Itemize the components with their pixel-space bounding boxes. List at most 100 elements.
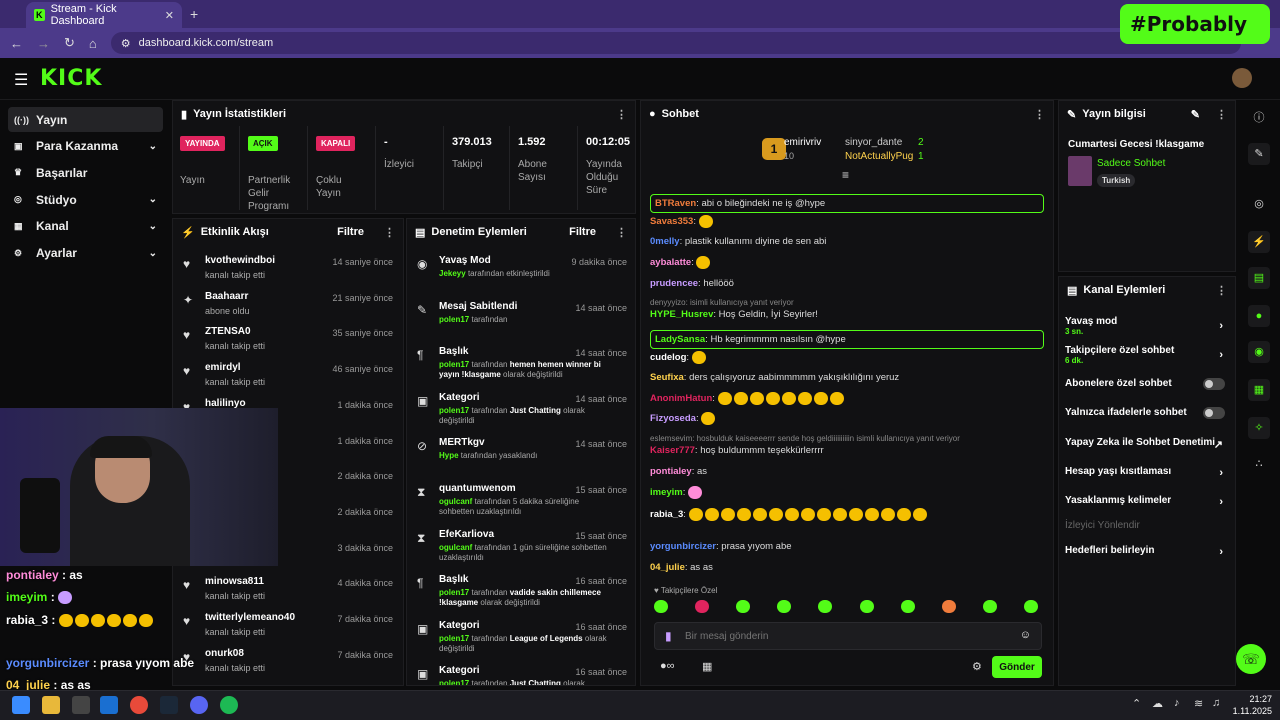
external-link-icon[interactable]: ↗ — [1213, 439, 1223, 451]
menu-icon[interactable]: ☰ — [14, 72, 29, 89]
chat-icon[interactable]: ● — [1248, 305, 1270, 327]
chat-username[interactable]: Fizyoseda — [650, 413, 696, 425]
toggle-switch[interactable] — [1203, 378, 1225, 390]
chat-username[interactable]: Savas353 — [650, 216, 694, 228]
support-icon[interactable]: ☏ — [1236, 644, 1266, 674]
browser-tab[interactable]: K Stream - Kick Dashboard ✕ — [26, 2, 182, 28]
actions-menu-icon[interactable]: ⋮ — [1216, 284, 1227, 297]
activity-menu-icon[interactable]: ⋮ — [384, 226, 395, 239]
emote-icon[interactable] — [777, 600, 792, 613]
discord-icon[interactable] — [190, 696, 208, 714]
layout-icon[interactable]: ▦ — [1248, 379, 1270, 401]
mic-tray-icon[interactable]: ♪ — [1174, 697, 1180, 709]
reload-icon[interactable]: ↻ — [64, 35, 75, 50]
more-apps-icon[interactable]: ∴ — [1255, 458, 1263, 470]
windows-start-icon[interactable] — [12, 696, 30, 714]
emote-icon[interactable] — [695, 600, 710, 613]
chat-username[interactable]: 0melly — [650, 236, 680, 247]
emote-icon[interactable] — [1023, 600, 1038, 613]
channel-action-item[interactable]: Yalnızca ifadelerle sohbet — [1065, 407, 1225, 419]
moderator-name[interactable]: polen17 — [439, 633, 470, 643]
chat-username[interactable]: 04_julie — [650, 562, 685, 573]
chevron-down-icon[interactable]: ⌄ — [148, 194, 157, 206]
tray-chevron-icon[interactable]: ⌃ — [1132, 698, 1142, 710]
home-icon[interactable]: ⌂ — [88, 35, 97, 51]
edit-icon[interactable]: ✎ — [1190, 108, 1200, 121]
activity-user[interactable]: emirdyl — [205, 362, 241, 374]
emote-icon[interactable] — [941, 600, 956, 613]
activity-filter-button[interactable]: Filtre — [337, 226, 364, 238]
category-name[interactable]: Sadece Sohbet — [1097, 158, 1166, 169]
channel-action-item[interactable]: Yapay Zeka ile Sohbet Denetimi ↗ — [1065, 437, 1225, 451]
nav-item-4[interactable]: ▦ Kanal ⌄ — [8, 214, 163, 239]
forward-icon[interactable]: → — [37, 35, 50, 51]
moderator-name[interactable]: polen17 — [439, 405, 470, 415]
leader-3-name[interactable]: NotActuallyPug — [845, 151, 914, 162]
broadcast-signal-icon[interactable]: ◉ — [1248, 341, 1270, 363]
pen-icon[interactable]: ✎ — [1248, 143, 1270, 165]
notes-icon[interactable]: ▤ — [1248, 267, 1270, 289]
chevron-right-icon[interactable]: › — [1219, 349, 1223, 361]
chevron-down-icon[interactable]: ⌄ — [148, 140, 157, 152]
back-icon[interactable]: ← — [10, 35, 23, 51]
chat-input[interactable] — [685, 627, 1005, 645]
moderator-name[interactable]: ogulcanf — [439, 497, 473, 506]
toggle-switch[interactable] — [1203, 407, 1225, 419]
target-icon[interactable]: ◎ — [1254, 198, 1264, 210]
channel-action-item[interactable]: Yasaklanmış kelimeler › — [1065, 495, 1225, 508]
category-thumbnail[interactable] — [1068, 156, 1092, 186]
chevron-down-icon[interactable]: ⌄ — [148, 247, 157, 259]
channel-points-icon[interactable]: ●∞ — [660, 660, 675, 672]
spotify-icon[interactable] — [220, 696, 238, 714]
stats-menu-icon[interactable]: ⋮ — [616, 108, 627, 121]
activity-user[interactable]: minowsa811 — [205, 576, 264, 588]
site-info-icon[interactable]: ⚙ — [120, 37, 131, 50]
moderation-menu-icon[interactable]: ⋮ — [616, 226, 627, 239]
chevron-right-icon[interactable]: › — [1219, 467, 1223, 479]
moderator-name[interactable]: polen17 — [439, 679, 470, 686]
chevron-right-icon[interactable]: › — [1219, 496, 1223, 508]
channel-action-item[interactable]: Takipçilere özel sohbet 6 dk. › — [1065, 345, 1225, 365]
chat-username[interactable]: aybalatte — [650, 257, 692, 269]
leader-1-name[interactable]: emirivriv — [784, 137, 822, 148]
outlook-icon[interactable] — [100, 696, 118, 714]
kick-logo[interactable]: KICK — [40, 66, 103, 91]
url-field[interactable]: ⚙ dashboard.kick.com/stream — [110, 32, 1241, 54]
new-tab-icon[interactable]: + — [190, 6, 199, 22]
chat-username[interactable]: pontialey — [650, 466, 692, 477]
volume-icon[interactable]: ♫ — [1212, 697, 1221, 709]
chat-username[interactable]: imeyim — [650, 487, 683, 499]
info-icon[interactable]: ⓘ — [1253, 112, 1265, 124]
mic-icon[interactable]: ▮ — [665, 629, 672, 643]
activity-user[interactable]: halilinyo — [205, 397, 246, 409]
moderator-name[interactable]: polen17 — [439, 588, 470, 598]
chevron-right-icon[interactable]: › — [1219, 320, 1223, 332]
chat-username[interactable]: LadySansa — [655, 334, 706, 345]
moderator-name[interactable]: polen17 — [439, 314, 470, 324]
nav-item-1[interactable]: ▣ Para Kazanma ⌄ — [8, 134, 163, 159]
nav-item-2[interactable]: ♛ Başarılar — [8, 160, 163, 185]
network-icon[interactable]: ☁ — [1152, 698, 1163, 710]
channel-action-item[interactable]: Abonelere özel sohbet — [1065, 378, 1225, 390]
emote-icon[interactable] — [818, 600, 833, 613]
close-tab-icon[interactable]: ✕ — [164, 9, 174, 22]
activity-user[interactable]: Baahaarr — [205, 290, 249, 302]
chat-username[interactable]: Seufixa — [650, 372, 684, 383]
nav-item-3[interactable]: ◎ Stüdyo ⌄ — [8, 187, 163, 212]
collapse-icon[interactable]: ≡ — [842, 168, 850, 182]
chat-username[interactable]: cudelog — [650, 352, 687, 364]
moderator-name[interactable]: polen17 — [439, 360, 470, 370]
chat-menu-icon[interactable]: ⋮ — [1034, 108, 1045, 121]
channel-action-item[interactable]: Yavaş mod 3 sn. › — [1065, 316, 1225, 336]
emote-icon[interactable] — [859, 600, 874, 613]
chat-username[interactable]: rabia_3 — [650, 509, 684, 521]
steam-icon[interactable] — [160, 696, 178, 714]
emote-icon[interactable] — [982, 600, 997, 613]
activity-user[interactable]: kvothewindboi — [205, 255, 275, 266]
moderator-name[interactable]: Jekeyy — [439, 269, 466, 278]
emoji-icon[interactable]: ☺ — [1019, 629, 1031, 641]
activity-user[interactable]: onurk08 — [205, 647, 244, 659]
nav-item-0[interactable]: ((·)) Yayın — [8, 107, 163, 132]
chat-username[interactable]: HYPE_Husrev — [650, 309, 714, 320]
emote-icon[interactable] — [736, 600, 751, 613]
